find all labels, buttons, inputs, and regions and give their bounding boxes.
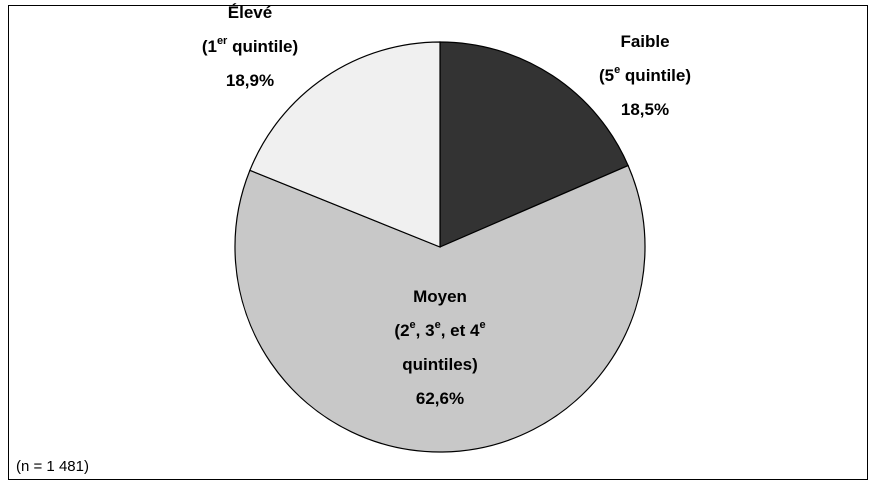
label-part: quintile) [620,66,691,85]
label-part: (2 [394,321,409,340]
pie-slice [249,41,441,248]
label-part: er [217,35,228,47]
label-part: e [479,319,485,331]
sample-note: (n = 1 481) [16,458,89,475]
label-part: Faible [620,32,669,51]
label-part: Élevé [228,3,272,22]
label-part: quintile) [227,37,298,56]
value-label: 18,9% [226,71,274,90]
slice-label: Moyen (2e, 3e, et 4e quintiles) 62,6% [394,287,485,408]
label-part: (5 [599,66,614,85]
label-part: , 3 [416,321,435,340]
label-part: e [614,64,620,76]
pie-slice [234,164,646,453]
label-part: (1 [202,37,217,56]
label-part: quintiles) [402,355,478,374]
slice-label: Faible (5e quintile) 18,5% [599,32,691,119]
pie-slice [439,41,629,248]
label-part: Moyen [413,287,467,306]
label-part: e [410,319,416,331]
slice-label: Élevé (1er quintile) 18,9% [202,3,298,90]
label-part: e [435,319,441,331]
label-part: , et 4 [441,321,480,340]
value-label: 62,6% [416,389,464,408]
value-label: 18,5% [621,100,669,119]
